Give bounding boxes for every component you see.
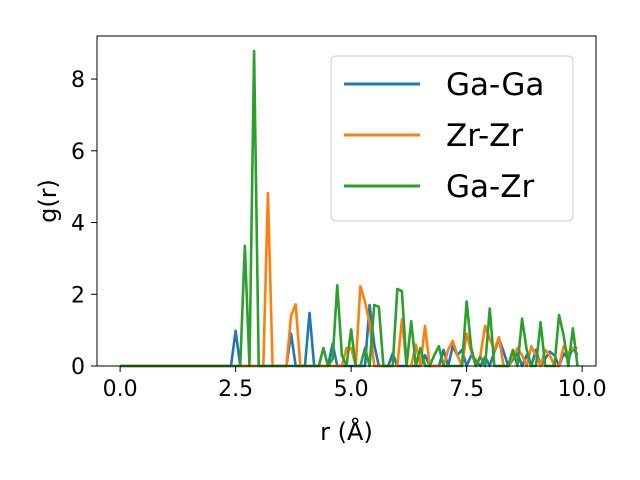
y-tick-label: 6	[71, 140, 85, 165]
legend-entry-label: Zr-Zr	[446, 118, 523, 154]
y-tick-label: 4	[71, 212, 85, 237]
y-tick-label: 8	[71, 68, 85, 93]
x-tick-label: 10.0	[558, 377, 607, 402]
x-tick-label: 5.0	[334, 377, 369, 402]
legend-entry-label: Ga-Ga	[446, 67, 544, 103]
series-line-ga-zr	[120, 49, 579, 368]
x-axis-ticks: 0.0 2.5 5.0 7.5 10.0	[103, 366, 607, 402]
legend-entry-label: Ga-Zr	[446, 169, 534, 205]
x-tick-label: 7.5	[449, 377, 484, 402]
x-tick-label: 0.0	[103, 377, 138, 402]
legend-box	[330, 55, 574, 222]
plot-area-frame	[96, 35, 597, 367]
y-axis-ticks: 0 2 4 6 8	[71, 68, 97, 380]
legend: Ga-Ga Zr-Zr Ga-Zr	[330, 55, 574, 222]
y-axis-label: g(r)	[34, 179, 62, 223]
y-tick-label: 2	[71, 283, 85, 308]
y-tick-label: 0	[71, 355, 85, 380]
x-tick-label: 2.5	[218, 377, 253, 402]
x-axis-label: r (Å)	[320, 417, 373, 446]
